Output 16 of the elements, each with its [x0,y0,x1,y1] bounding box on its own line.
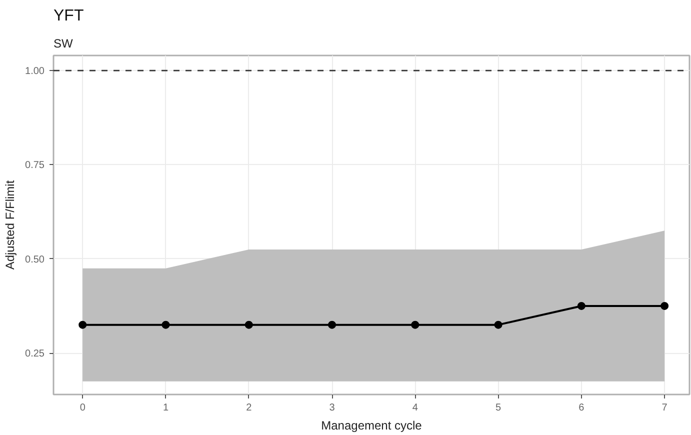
y-tick-label: 0.75 [25,160,45,172]
chart-subtitle: SW [54,36,74,50]
x-tick-label: 7 [662,402,668,414]
x-axis-title: Management cycle [321,418,422,432]
x-tick-label: 1 [162,402,169,414]
y-tick-label: 1.00 [25,66,45,78]
x-tick-label: 4 [412,402,418,414]
y-tick-label: 0.25 [25,348,45,360]
x-tick-label: 2 [246,402,252,414]
chart-title: YFT [54,8,84,24]
x-tick-label: 6 [578,402,585,414]
x-tick-label: 3 [329,402,336,414]
y-tick-label: 0.50 [25,254,45,266]
x-tick-label: 0 [80,402,86,414]
y-axis-title: Adjusted F/Flimit [3,180,18,270]
x-tick-label: 5 [496,402,502,414]
